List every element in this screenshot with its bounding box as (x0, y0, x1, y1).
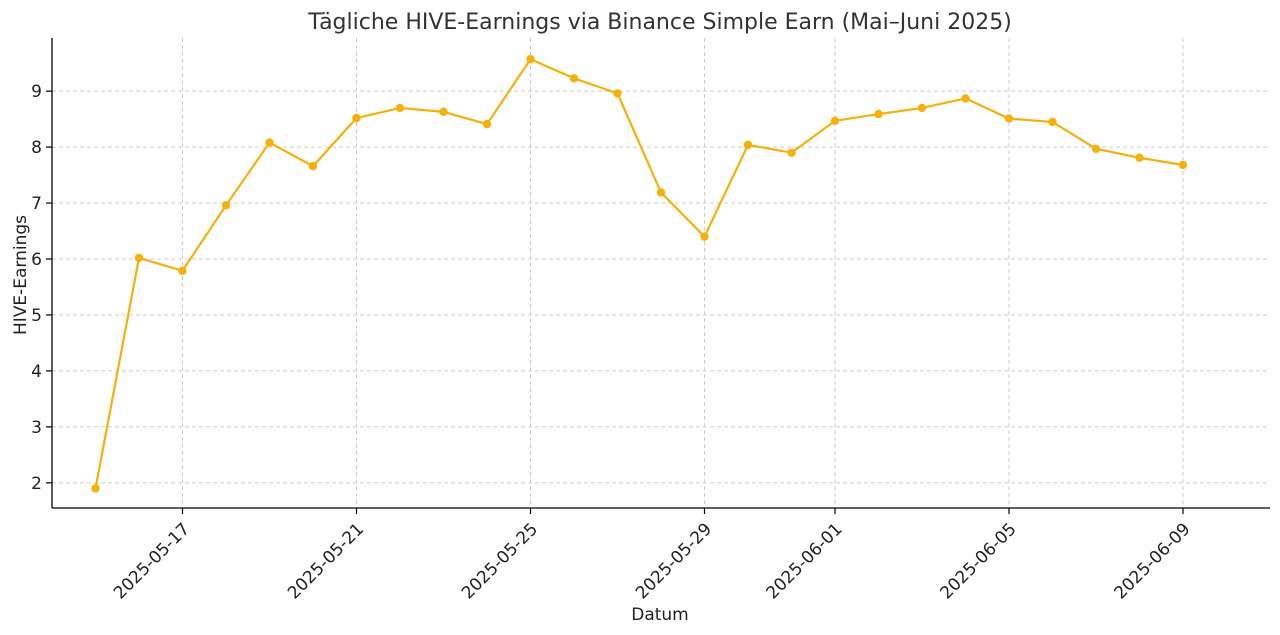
y-tick-label: 6 (31, 250, 42, 270)
ticks-layer: 2 3 4 5 6 7 8 9 2025-05-17 2025-05-21 2025-05-25 20… (31, 82, 1194, 603)
data-point (787, 148, 796, 157)
data-point (743, 140, 753, 150)
x-tick-label: 2025-06-05 (937, 519, 1021, 603)
chart-title: Tägliche HIVE-Earnings via Binance Simpl… (307, 10, 1012, 35)
data-point (1091, 144, 1101, 153)
y-tick-label: 3 (31, 418, 42, 438)
x-tick-label: 2025-06-01 (763, 519, 847, 603)
x-tick-label: 2025-05-21 (284, 519, 368, 603)
data-point (700, 232, 709, 241)
data-point (569, 74, 579, 83)
data-point (134, 253, 144, 263)
data-point (265, 138, 274, 147)
data-point (526, 55, 535, 64)
y-tick-label: 8 (31, 138, 42, 158)
data-point (178, 266, 187, 275)
data-point (656, 188, 666, 197)
y-tick-label: 4 (31, 362, 42, 382)
data-point (917, 103, 927, 113)
series-line (94, 58, 1184, 489)
data-point (961, 94, 970, 103)
data-point (1178, 160, 1188, 170)
data-point (613, 89, 622, 98)
x-tick-label: 2025-05-17 (110, 519, 194, 603)
data-point (439, 107, 448, 117)
data-point (1004, 114, 1014, 123)
data-point (874, 109, 883, 119)
data-point (830, 116, 840, 126)
y-axis-label: HIVE-Earnings (11, 215, 31, 335)
data-point (91, 484, 100, 493)
axes-layer (51, 38, 1270, 509)
y-tick-label: 5 (31, 306, 42, 326)
data-point (482, 119, 492, 129)
y-tick-label: 2 (31, 474, 42, 494)
data-point (395, 103, 405, 113)
grid-layer (52, 38, 1270, 508)
x-tick-label: 2025-05-29 (632, 519, 716, 603)
data-point (1135, 153, 1144, 162)
y-tick-label: 7 (31, 194, 42, 214)
series-layer (91, 55, 1188, 493)
x-tick-label: 2025-05-25 (458, 519, 542, 603)
x-axis-label: Datum (631, 605, 689, 625)
data-point (1048, 117, 1057, 127)
y-tick-label: 9 (31, 82, 42, 102)
data-point (308, 161, 318, 171)
x-tick-label: 2025-06-09 (1111, 519, 1195, 603)
data-point (221, 201, 231, 210)
data-point (352, 113, 361, 123)
